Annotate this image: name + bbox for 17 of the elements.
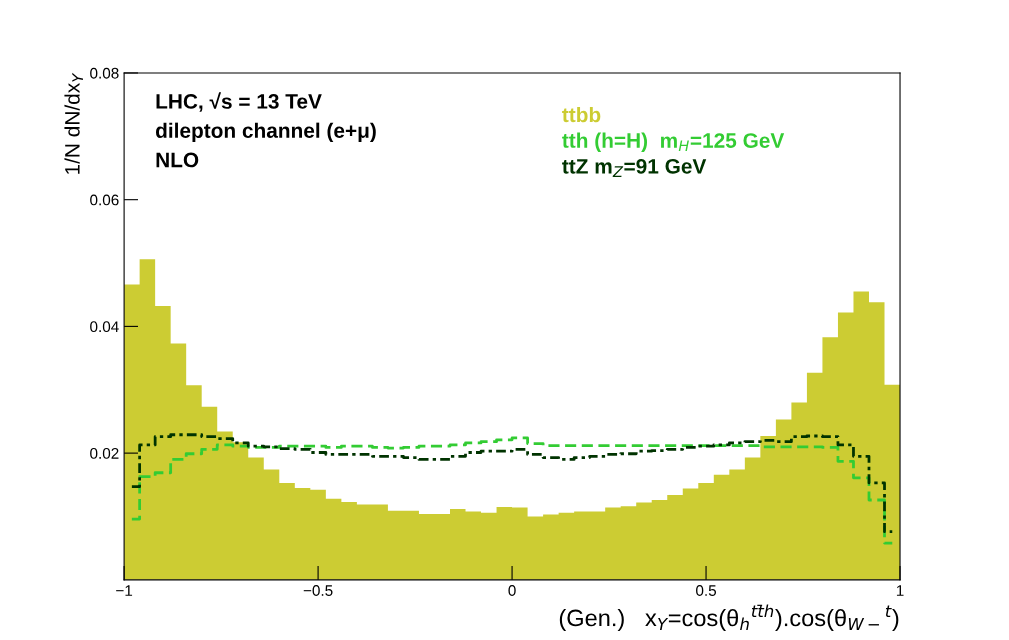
y-tick-label: 0.08 (90, 67, 119, 79)
y-tick-label: 0.06 (90, 194, 119, 206)
y-tick-label: 0.04 (90, 321, 119, 333)
x-tick-label: 0 (508, 585, 516, 596)
x-tick-label: −1 (116, 585, 133, 596)
x-tick-label: 0.5 (696, 585, 717, 596)
y-tick-label: 0.02 (90, 447, 119, 459)
text: tth (h=H) m$_{H}$=125 GeV (562, 132, 785, 153)
y-axis-title: 1/N dN/dx$_{Y}$ (64, 72, 83, 174)
text: ttZ m$_{Z}$=91 GeV (562, 158, 707, 177)
annotation: LHC, √s = 13 TeV (156, 92, 322, 112)
x-tick-label: 1 (896, 585, 904, 596)
annotation: dilepton channel (e+μ) (156, 122, 376, 143)
text: ttbb (562, 106, 601, 123)
x-tick-label: −0.5 (303, 585, 333, 596)
text: (Gen.) x$_{Y}$=cos(θ$_{h}$$^{tt̄h}$).cos(θ$_{W−}$$^{t}$) (559, 604, 899, 631)
annotation: NLO (156, 152, 199, 168)
